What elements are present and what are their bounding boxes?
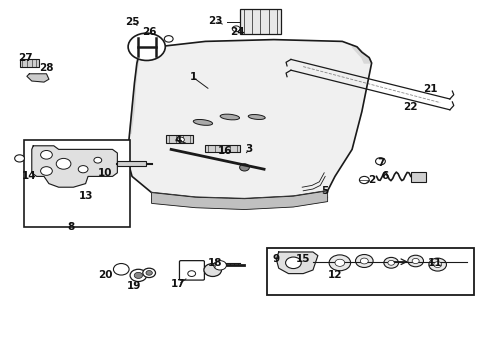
Circle shape [177,137,184,142]
Polygon shape [276,252,317,274]
Circle shape [213,261,226,270]
Circle shape [328,255,350,271]
Circle shape [41,150,52,159]
Text: 2: 2 [367,175,374,185]
Circle shape [411,258,418,264]
Polygon shape [127,40,371,199]
Circle shape [128,33,165,60]
Ellipse shape [193,120,212,125]
Polygon shape [32,146,117,187]
Text: 1: 1 [189,72,196,82]
Circle shape [375,158,385,165]
FancyBboxPatch shape [205,145,239,152]
Circle shape [187,271,195,276]
Text: 13: 13 [78,191,93,201]
Circle shape [15,155,24,162]
Text: 8: 8 [67,222,74,232]
Text: 22: 22 [403,102,417,112]
Text: 4: 4 [174,135,182,145]
Circle shape [164,36,173,42]
Text: 14: 14 [22,171,37,181]
Circle shape [360,258,367,264]
Text: 15: 15 [295,254,310,264]
Circle shape [387,260,394,265]
FancyBboxPatch shape [20,59,39,67]
Text: 27: 27 [18,53,33,63]
Circle shape [78,166,88,173]
Text: 12: 12 [327,270,342,280]
Circle shape [407,255,423,267]
Circle shape [94,157,102,163]
Text: 16: 16 [217,146,232,156]
FancyBboxPatch shape [266,248,473,295]
Circle shape [355,255,372,267]
Text: 25: 25 [124,17,139,27]
Text: 21: 21 [422,84,437,94]
Circle shape [142,268,155,278]
Circle shape [41,167,52,175]
Text: 3: 3 [245,144,252,154]
FancyBboxPatch shape [239,9,281,34]
FancyBboxPatch shape [410,172,426,182]
Text: 17: 17 [171,279,185,289]
Text: 5: 5 [321,186,328,196]
Polygon shape [129,49,142,133]
Circle shape [56,158,71,169]
FancyBboxPatch shape [179,261,204,280]
Text: 9: 9 [272,254,279,264]
Circle shape [146,271,152,275]
Circle shape [433,262,441,267]
Circle shape [203,264,221,276]
Circle shape [359,176,368,184]
Text: 28: 28 [39,63,54,73]
Polygon shape [351,47,371,63]
Text: 23: 23 [207,16,222,26]
Circle shape [383,257,398,268]
Circle shape [285,257,301,269]
Polygon shape [151,191,327,210]
FancyBboxPatch shape [24,140,129,227]
Text: 18: 18 [207,258,222,268]
Circle shape [113,264,129,275]
Circle shape [232,26,240,32]
Circle shape [130,269,146,282]
Text: 20: 20 [98,270,112,280]
Text: 24: 24 [229,27,244,37]
Text: 10: 10 [98,168,112,178]
FancyBboxPatch shape [166,135,193,143]
Circle shape [239,164,249,171]
Ellipse shape [220,114,239,120]
Circle shape [334,259,344,266]
Text: 11: 11 [427,258,442,268]
Text: 19: 19 [127,281,142,291]
Text: 7: 7 [377,158,385,168]
Circle shape [428,258,446,271]
Ellipse shape [248,114,264,120]
Circle shape [134,272,142,279]
Text: 6: 6 [381,171,388,181]
Polygon shape [27,74,49,82]
FancyBboxPatch shape [117,161,145,166]
Text: 26: 26 [142,27,156,37]
